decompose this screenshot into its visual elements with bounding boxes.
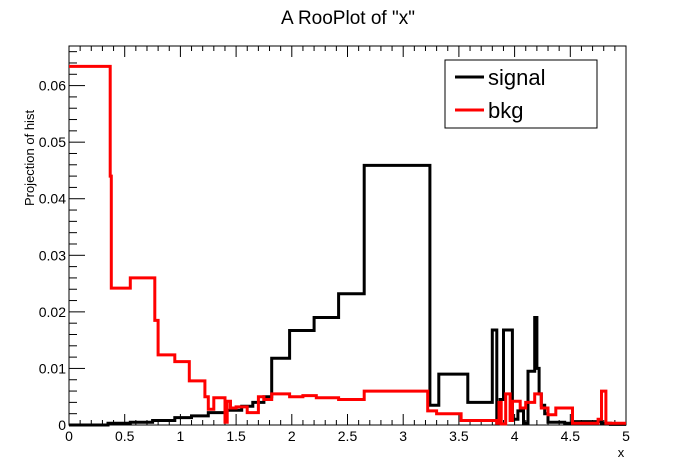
x-tick-label: 3.5: [449, 428, 469, 444]
legend-label-signal: signal: [488, 65, 545, 90]
y-tick-label: 0.06: [39, 78, 66, 94]
axes: 0 0.5 1 1.5 2 2.5 3 3.5 4 4.5 5 0 0.01 0.02 0.03 0.04 0.…: [39, 46, 630, 444]
y-tick-label: 0.03: [39, 247, 66, 263]
x-tick-label: 0.5: [115, 428, 135, 444]
x-tick-label: 0: [65, 428, 73, 444]
x-tick-label: 2.5: [338, 428, 358, 444]
legend: signal bkg: [444, 59, 598, 129]
series-line-bkg: [69, 64, 626, 426]
legend-label-bkg: bkg: [488, 98, 523, 123]
x-tick-label: 5: [622, 428, 630, 444]
x-tick-label: 2: [288, 428, 296, 444]
x-tick-label: 4: [511, 428, 519, 444]
y-tick-label: 0: [58, 417, 66, 433]
y-tick-label: 0.02: [39, 304, 66, 320]
y-tick-label: 0.04: [39, 191, 66, 207]
x-tick-label: 1: [177, 428, 185, 444]
x-tick-label: 3: [399, 428, 407, 444]
x-axis-label: x: [618, 445, 625, 460]
y-tick-label: 0.01: [39, 360, 66, 376]
y-axis-label: Projection of hist: [22, 110, 37, 206]
series-line-signal: [69, 163, 626, 427]
legend-box: [444, 59, 598, 129]
x-tick-label: 4.5: [561, 428, 581, 444]
chart-title: A RooPlot of "x": [281, 8, 415, 29]
x-tick-label: 1.5: [226, 428, 246, 444]
series-layer: [69, 64, 626, 427]
y-tick-label: 0.05: [39, 134, 66, 150]
